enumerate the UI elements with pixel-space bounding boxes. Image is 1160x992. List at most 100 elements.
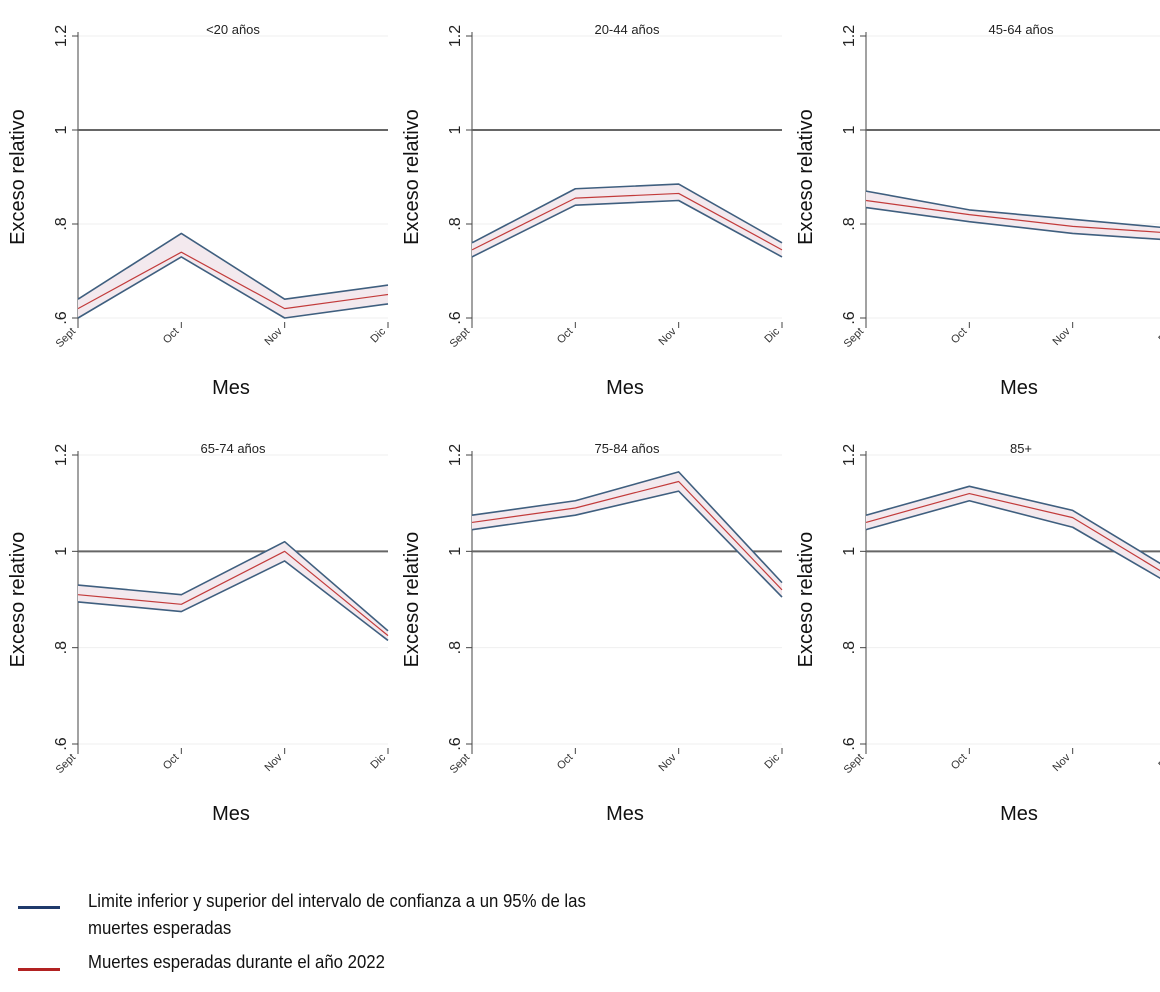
confidence-band	[866, 486, 1160, 579]
legend-label-expected: Muertes esperadas durante el año 2022	[88, 952, 385, 972]
series-expected-line	[471, 480, 783, 591]
x-tick-label: Oct	[161, 752, 182, 773]
x-tick-label: Nov	[656, 751, 679, 774]
x-tick-label: Nov	[262, 751, 285, 774]
panel-title: 65-74 años	[200, 441, 266, 456]
series-expected-line	[77, 550, 389, 637]
y-tick-label: 1	[841, 125, 858, 134]
legend-swatch-expected	[18, 968, 60, 971]
x-tick-label: Dic	[762, 751, 782, 771]
x-tick-label: Oct	[949, 326, 970, 347]
y-tick-label: .6	[841, 311, 858, 324]
series-expected-line	[865, 199, 1160, 233]
x-tick-label: Dic	[368, 751, 388, 771]
x-tick-label: Nov	[656, 325, 679, 348]
x-axis-title: Mes	[606, 377, 644, 399]
y-tick-label: .8	[447, 217, 464, 230]
y-axis-title: Exceso relativo	[7, 532, 29, 668]
small-multiples-chart: .6 .8 1 1.2 Sept Oct Nov Dic Exceso relativo Mes <…	[7, 22, 1160, 825]
y-tick-label: .8	[841, 641, 858, 654]
y-axis-title: Exceso relativo	[7, 109, 29, 245]
x-axis-title: Mes	[212, 803, 250, 825]
x-tick-label: Oct	[949, 752, 970, 773]
series-upper-line	[865, 190, 1160, 229]
x-tick-label: Nov	[1050, 325, 1073, 348]
panel-5: .6 .8 1 1.2 Sept Oct Nov Dic Exceso relativo Mes 7…	[401, 441, 783, 825]
y-axis-title: Exceso relativo	[401, 532, 423, 668]
x-tick-label: Sept	[448, 326, 472, 350]
x-axis-title: Mes	[1000, 803, 1038, 825]
y-tick-label: .6	[53, 737, 70, 750]
y-tick-label: .8	[53, 217, 70, 230]
y-tick-label: .8	[53, 641, 70, 654]
x-tick-label: Oct	[555, 326, 576, 347]
y-tick-label: 1	[447, 125, 464, 134]
series-upper-line	[471, 183, 783, 244]
y-tick-label: 1.2	[447, 444, 464, 466]
series-upper-line	[865, 485, 1160, 565]
x-axis-title: Mes	[212, 377, 250, 399]
series-upper-line	[77, 540, 389, 632]
panel-2: .6 .8 1 1.2 Sept Oct Nov Dic Exceso relativo Mes 2…	[401, 22, 783, 399]
x-axis-title: Mes	[1000, 377, 1038, 399]
y-tick-label: 1	[841, 547, 858, 556]
series-lower-line	[77, 256, 389, 319]
panel-title: 45-64 años	[988, 22, 1054, 37]
y-tick-label: 1	[447, 547, 464, 556]
panel-title: 20-44 años	[594, 22, 660, 37]
y-tick-label: .6	[447, 737, 464, 750]
x-tick-label: Dic	[1156, 751, 1160, 771]
x-axis-title: Mes	[606, 803, 644, 825]
panel-title: 75-84 años	[594, 441, 660, 456]
y-axis-title: Exceso relativo	[795, 109, 817, 245]
x-tick-label: Nov	[262, 325, 285, 348]
x-tick-label: Sept	[842, 752, 866, 776]
y-tick-label: .6	[447, 311, 464, 324]
confidence-band	[472, 184, 782, 257]
x-tick-label: Dic	[368, 325, 388, 345]
legend-swatch-ci	[18, 906, 60, 909]
x-tick-label: Dic	[762, 325, 782, 345]
y-axis-title: Exceso relativo	[795, 532, 817, 668]
panel-6: .6 .8 1 1.2 Sept Oct Nov Dic Exceso relativo Mes 8…	[795, 441, 1160, 825]
confidence-band	[78, 541, 388, 641]
series-lower-line	[865, 499, 1160, 580]
x-tick-label: Nov	[1050, 751, 1073, 774]
series-expected-line	[865, 492, 1160, 572]
y-tick-label: .6	[53, 311, 70, 324]
x-tick-label: Sept	[54, 326, 78, 350]
x-tick-label: Oct	[555, 752, 576, 773]
y-tick-label: 1.2	[841, 444, 858, 466]
x-tick-label: Dic	[1156, 325, 1160, 345]
series-lower-line	[471, 490, 783, 598]
y-tick-label: 1.2	[53, 444, 70, 466]
confidence-band	[472, 471, 782, 598]
panel-title: <20 años	[206, 22, 260, 37]
y-tick-label: 1	[53, 125, 70, 134]
panel-title: 85+	[1010, 441, 1032, 456]
panel-3: .6 .8 1 1.2 Sept Oct Nov Dic Exceso relativo Mes 4…	[795, 22, 1160, 399]
series-lower-line	[865, 206, 1160, 241]
series-expected-line	[77, 251, 389, 310]
panel-4: .6 .8 1 1.2 Sept Oct Nov Dic Exceso relativo Mes 6…	[7, 441, 389, 825]
y-tick-label: 1.2	[53, 25, 70, 47]
y-tick-label: 1.2	[841, 25, 858, 47]
series-upper-line	[77, 232, 389, 301]
series-lower-line	[77, 560, 389, 642]
y-axis-title: Exceso relativo	[401, 109, 423, 245]
y-tick-label: 1	[53, 547, 70, 556]
series-expected-line	[471, 192, 783, 251]
y-tick-label: .6	[841, 737, 858, 750]
series-upper-line	[471, 471, 783, 584]
y-tick-label: 1.2	[447, 25, 464, 47]
y-tick-label: .8	[447, 641, 464, 654]
x-tick-label: Sept	[842, 326, 866, 350]
x-tick-label: Oct	[161, 326, 182, 347]
series-lower-line	[471, 199, 783, 258]
panel-1: .6 .8 1 1.2 Sept Oct Nov Dic Exceso relativo Mes <…	[7, 22, 389, 399]
legend-label-ci: Limite inferior y superior del intervalo…	[88, 891, 586, 938]
x-tick-label: Sept	[54, 752, 78, 776]
x-tick-label: Sept	[448, 752, 472, 776]
y-tick-label: .8	[841, 217, 858, 230]
confidence-band	[78, 233, 388, 318]
